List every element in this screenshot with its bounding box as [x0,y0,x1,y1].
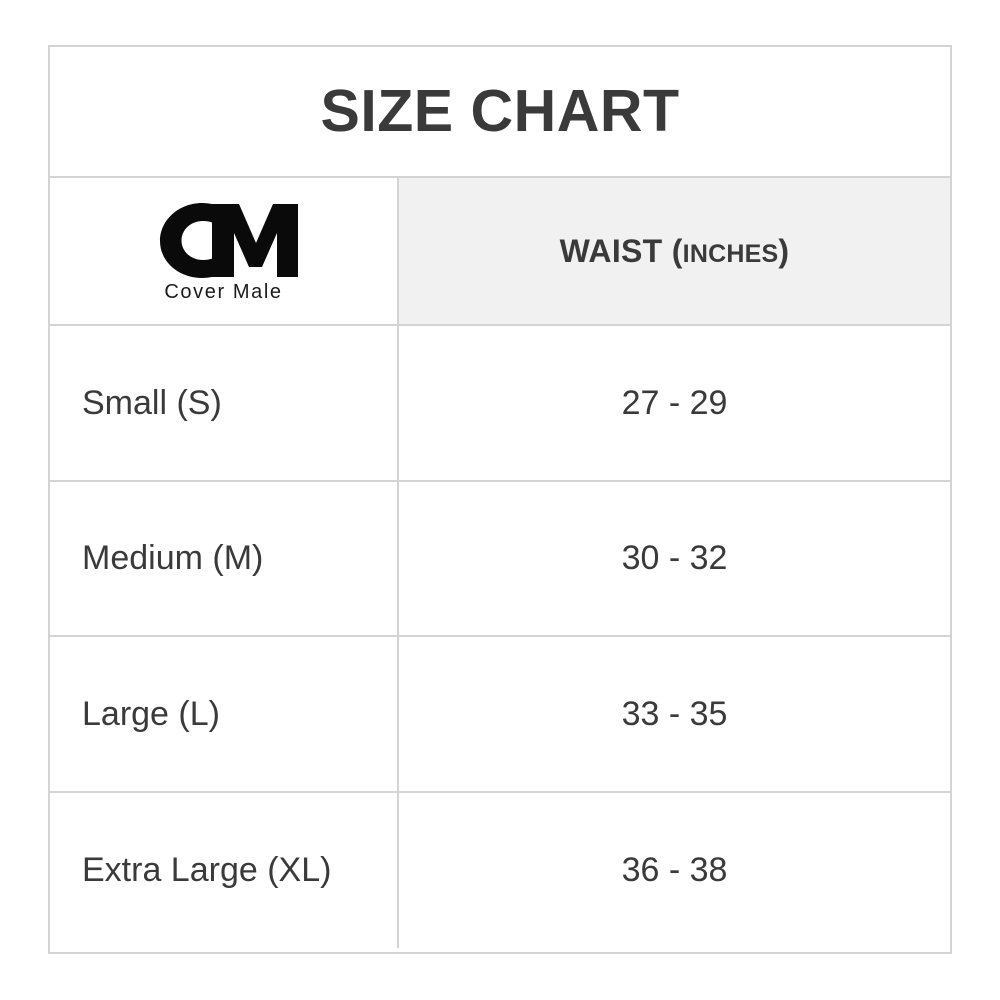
table-row: Small (S) 27 - 29 [50,326,950,482]
waist-header-unit: INCHES [682,240,779,268]
waist-value: 27 - 29 [621,383,728,422]
size-chart-table: SIZE CHART Cover Male WAIST (INCHES) [48,45,952,954]
cell-waist-value: 27 - 29 [399,326,950,480]
cell-size-name: Medium (M) [50,481,399,635]
waist-header-label: WAIST (INCHES) [560,235,790,267]
cell-size-name: Large (L) [50,637,399,791]
brand-tagline: Cover Male [164,281,283,303]
header-cell-logo: Cover Male [50,178,399,324]
cm-monogram-icon [159,203,298,278]
waist-value: 30 - 32 [621,539,728,578]
table-title-row: SIZE CHART [50,47,950,178]
waist-header-main: WAIST [559,233,663,269]
table-body: Small (S) 27 - 29 Medium (M) 30 - 32 Lar… [50,326,950,952]
cell-size-name: Small (S) [50,326,399,480]
cell-waist-value: 36 - 38 [399,793,950,949]
waist-value: 33 - 35 [621,694,728,733]
size-label: Small (S) [82,383,222,422]
waist-paren-open: ( [671,233,683,269]
waist-paren-close: ) [778,233,790,269]
page-title: SIZE CHART [320,78,680,144]
cell-waist-value: 33 - 35 [399,637,950,791]
size-label: Extra Large (XL) [82,851,332,890]
table-row: Medium (M) 30 - 32 [50,481,950,637]
brand-logo: Cover Male [124,200,324,302]
table-row: Large (L) 33 - 35 [50,637,950,793]
cell-size-name: Extra Large (XL) [50,792,399,948]
cell-waist-value: 30 - 32 [399,482,950,636]
size-label: Medium (M) [82,539,264,578]
header-cell-waist: WAIST (INCHES) [399,178,950,324]
waist-value: 36 - 38 [621,851,728,890]
table-row: Extra Large (XL) 36 - 38 [50,792,950,949]
table-header-row: Cover Male WAIST (INCHES) [50,178,950,326]
size-label: Large (L) [82,694,220,733]
